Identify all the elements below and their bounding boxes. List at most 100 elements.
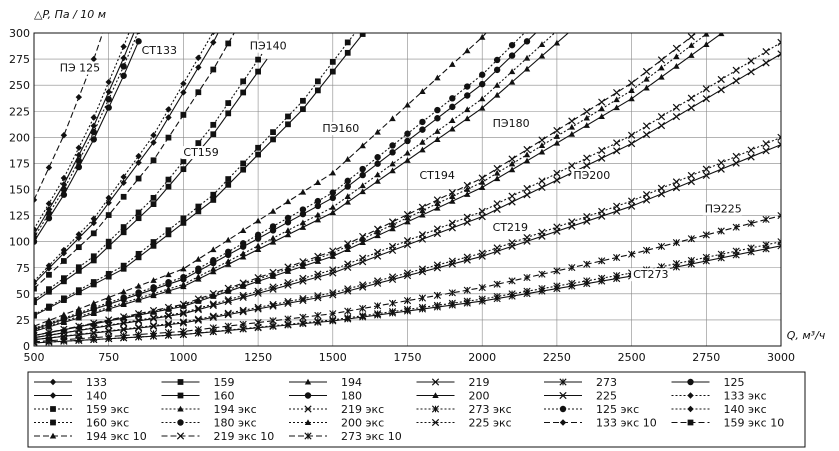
data-point [523,273,531,282]
legend-item: 200 [416,390,490,403]
y-tick-label: 0 [23,340,30,353]
x-tick-label: 1750 [394,351,422,364]
data-point [673,53,680,60]
annotation-bg [320,122,360,136]
data-point [329,169,336,176]
data-point [613,147,621,155]
legend-swatch-marker [559,378,567,386]
data-point [299,274,307,283]
data-point [255,56,261,63]
data-point [359,33,366,37]
legend-swatch-marker [559,419,567,426]
data-point [150,139,157,146]
data-point [314,270,322,278]
data-point [374,177,381,184]
series-line [34,33,487,327]
legend-item: 273 [544,376,617,389]
data-point [403,305,412,314]
data-point [120,173,127,181]
data-point [90,219,97,227]
data-point [672,239,681,247]
data-point [329,58,336,65]
data-point [209,290,217,298]
data-point [658,73,665,80]
data-point [299,295,307,303]
data-point [493,81,501,88]
data-point [34,311,37,318]
data-point [269,234,277,241]
x-tick-label: 500 [24,351,45,364]
data-point [388,218,397,226]
data-point [568,123,576,130]
data-point [538,136,546,144]
data-point [284,279,292,287]
data-point [448,189,456,197]
data-point [225,258,232,264]
data-point [598,113,605,120]
data-point [344,285,352,293]
data-point [75,305,83,312]
data-point [389,115,396,122]
legend-swatch-marker [687,405,694,413]
y-tick-label: 125 [9,210,30,223]
legend-swatch-marker [176,432,185,440]
data-point [463,256,471,264]
data-point [210,191,217,198]
data-point [225,176,232,182]
series-133 [34,33,135,238]
data-point [195,64,202,71]
series-group [34,33,781,346]
data-point [463,286,471,294]
data-point [34,322,38,329]
data-point [120,265,127,272]
data-point [359,235,366,242]
data-point [254,287,262,295]
legend-swatch-marker [431,405,440,413]
data-point [523,287,531,295]
data-point [359,165,366,173]
data-point [60,311,68,318]
data-point [418,203,427,211]
data-point [762,140,770,148]
legend-swatch-marker [304,378,312,385]
data-point [164,311,173,319]
x-tick-label: 2250 [543,351,571,364]
legend-swatch-marker [559,405,567,413]
data-point [210,39,217,46]
data-point [165,134,172,141]
legend-item: 125 [671,376,745,389]
data-point [403,210,412,219]
data-point [747,153,755,161]
data-point [269,300,277,309]
data-point [90,128,97,136]
data-point [164,328,173,337]
data-point [314,252,322,261]
legend-label: 273 [596,376,617,389]
data-point [404,157,411,163]
data-point [225,286,232,293]
data-point [344,49,351,56]
data-point [717,159,725,167]
data-point [359,182,366,189]
data-point [194,295,202,303]
legend-label: 133 [86,376,107,389]
data-point [508,155,516,163]
data-point [180,112,187,118]
data-point [344,39,351,46]
legend-item: 219 [416,376,490,389]
data-point [388,275,397,284]
data-point [254,246,262,253]
data-point [389,225,396,232]
series-line [34,136,781,341]
data-point [165,285,172,292]
data-point [120,331,128,340]
data-point [627,139,636,148]
data-point [60,132,68,139]
data-point [60,174,68,182]
data-point [687,94,695,102]
data-point [135,152,142,160]
legend-swatch-marker [177,405,184,412]
data-point [329,68,336,75]
legend-label: 219 [469,376,490,389]
data-point [672,184,681,192]
